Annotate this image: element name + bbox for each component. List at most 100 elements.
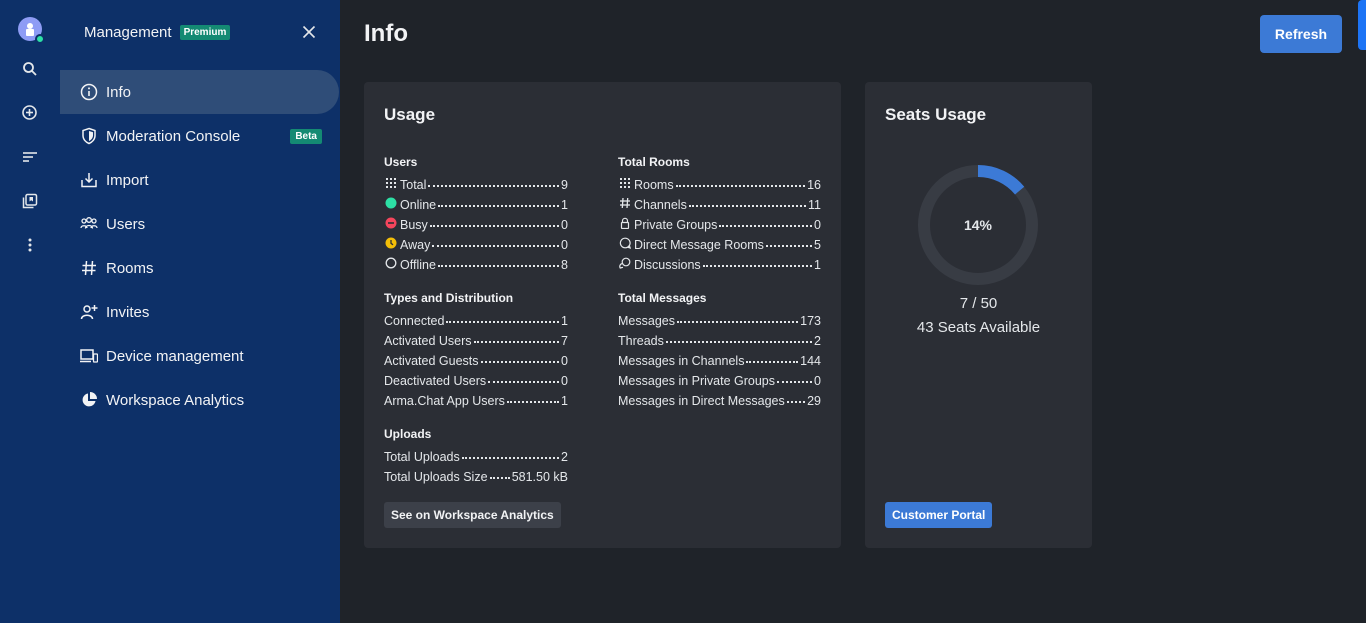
sidebar-item-label: Info bbox=[106, 83, 132, 101]
sort-icon bbox=[23, 152, 37, 162]
stat-label: Total bbox=[400, 178, 427, 192]
stat-value: 581.50 kB bbox=[511, 470, 568, 484]
sidebar-item-users[interactable]: Users bbox=[60, 202, 340, 246]
more-options-button[interactable] bbox=[14, 229, 46, 261]
stat-label: Online bbox=[400, 198, 437, 212]
sidebar-item-workspace-analytics[interactable]: Workspace Analytics bbox=[60, 378, 340, 422]
section-title: Total Messages bbox=[618, 291, 707, 305]
uploads-section: Uploads Total Uploads 2 Total Uploads Siz… bbox=[384, 424, 568, 484]
stat-value: 1 bbox=[561, 394, 568, 408]
stat-label: Threads bbox=[618, 334, 664, 348]
dot-leader bbox=[719, 225, 813, 227]
nav-rail bbox=[0, 0, 60, 623]
stat-value: 8 bbox=[561, 258, 568, 272]
stat-value: 0 bbox=[814, 218, 821, 232]
sidebar-item-label: Device management bbox=[106, 347, 244, 365]
shield-icon bbox=[80, 127, 98, 145]
dot-leader bbox=[489, 477, 510, 479]
dot-leader bbox=[688, 205, 807, 207]
directory-button[interactable] bbox=[14, 185, 46, 217]
stat-label: Arma.Chat App Users bbox=[384, 394, 505, 408]
stat-label: Total Uploads bbox=[384, 450, 460, 464]
sidebar-item-label: Users bbox=[106, 215, 146, 233]
users-icon bbox=[80, 215, 98, 233]
user-avatar[interactable] bbox=[18, 17, 45, 44]
stat-label: Messages in Private Groups bbox=[618, 374, 776, 388]
stat-row: Away 0 bbox=[384, 232, 568, 252]
stat-label: Connected bbox=[384, 314, 445, 328]
stat-value: 144 bbox=[800, 354, 821, 368]
stat-value: 7 bbox=[561, 334, 568, 348]
seats-usage-card: Seats Usage 14% 7 / 50 43 Seats Availabl… bbox=[865, 82, 1092, 548]
stat-label: Busy bbox=[400, 218, 428, 232]
close-sidebar-button[interactable] bbox=[302, 25, 316, 39]
section-title: Total Rooms bbox=[618, 155, 690, 169]
usage-title: Usage bbox=[384, 105, 436, 124]
stat-label: Rooms bbox=[634, 178, 674, 192]
devices-icon bbox=[80, 347, 98, 365]
stat-value: 1 bbox=[814, 258, 821, 272]
dot-leader bbox=[506, 401, 560, 403]
search-button[interactable] bbox=[14, 53, 46, 85]
stat-row: Offline 8 bbox=[384, 252, 568, 272]
hash-icon bbox=[80, 259, 98, 277]
user-lock-icon bbox=[26, 23, 34, 36]
stat-label: Discussions bbox=[634, 258, 701, 272]
sidebar-item-import[interactable]: Import bbox=[60, 158, 340, 202]
dot-leader bbox=[437, 265, 560, 267]
close-icon bbox=[302, 25, 316, 39]
sidebar-nav: Info Moderation Console Beta Import User… bbox=[60, 70, 340, 422]
stat-row: Deactivated Users 0 bbox=[384, 368, 568, 388]
online-dot-icon bbox=[384, 196, 398, 210]
sidebar-item-info[interactable]: Info bbox=[60, 70, 339, 114]
premium-badge: Premium bbox=[179, 24, 231, 40]
sidebar-item-label: Rooms bbox=[106, 259, 154, 277]
stat-label: Messages in Direct Messages bbox=[618, 394, 785, 408]
hash-icon bbox=[618, 196, 632, 210]
refresh-button[interactable]: Refresh bbox=[1260, 15, 1342, 53]
stat-value: 16 bbox=[807, 178, 821, 192]
dot-leader bbox=[473, 341, 560, 343]
section-title: Uploads bbox=[384, 427, 432, 441]
users-section: Users Total 9 Online 1 Busy 0 Away 0 Offline… bbox=[384, 152, 568, 272]
dot-leader bbox=[777, 381, 813, 383]
online-status-dot bbox=[35, 34, 45, 44]
lock-icon bbox=[618, 216, 632, 230]
dot-leader bbox=[432, 245, 560, 247]
dot-leader bbox=[480, 361, 560, 363]
stat-row: Messages in Direct Messages 29 bbox=[618, 388, 821, 408]
stat-label: Away bbox=[400, 238, 431, 252]
stat-row: Busy 0 bbox=[384, 212, 568, 232]
stat-row: Discussions 1 bbox=[618, 252, 821, 272]
main-content: Info Refresh Usage Users Total 9 Online 1 … bbox=[340, 0, 1366, 623]
rooms-section: Total Rooms Rooms 16 Channels 11 Private G… bbox=[618, 152, 821, 272]
dot-leader bbox=[786, 401, 806, 403]
sidebar-item-moderation-console[interactable]: Moderation Console Beta bbox=[60, 114, 340, 158]
stat-row: Rooms 16 bbox=[618, 172, 821, 192]
customer-portal-button[interactable]: Customer Portal bbox=[885, 502, 993, 528]
edge-button[interactable] bbox=[1358, 0, 1366, 50]
see-workspace-analytics-button[interactable]: See on Workspace Analytics bbox=[384, 502, 561, 528]
sidebar-item-invites[interactable]: Invites bbox=[60, 290, 340, 334]
seats-available: 43 Seats Available bbox=[916, 319, 1041, 336]
stat-value: 2 bbox=[561, 450, 568, 464]
dot-leader bbox=[428, 185, 560, 187]
stat-label: Activated Guests bbox=[384, 354, 479, 368]
create-new-icon bbox=[22, 105, 37, 120]
sort-button[interactable] bbox=[14, 141, 46, 173]
sidebar-item-rooms[interactable]: Rooms bbox=[60, 246, 340, 290]
create-new-button[interactable] bbox=[14, 97, 46, 129]
stat-row: Arma.Chat App Users 1 bbox=[384, 388, 568, 408]
stat-value: 0 bbox=[561, 374, 568, 388]
dot-leader bbox=[765, 245, 813, 247]
sidebar-item-device-management[interactable]: Device management bbox=[60, 334, 340, 378]
search-icon bbox=[23, 62, 37, 76]
dot-leader bbox=[665, 341, 813, 343]
usage-card: Usage Users Total 9 Online 1 Busy 0 Away 0 bbox=[364, 82, 841, 548]
stat-label: Direct Message Rooms bbox=[634, 238, 764, 252]
dot-leader bbox=[488, 381, 560, 383]
stat-label: Private Groups bbox=[634, 218, 718, 232]
user-plus-icon bbox=[80, 303, 98, 321]
stat-row: Online 1 bbox=[384, 192, 568, 212]
stat-row: Activated Users 7 bbox=[384, 328, 568, 348]
